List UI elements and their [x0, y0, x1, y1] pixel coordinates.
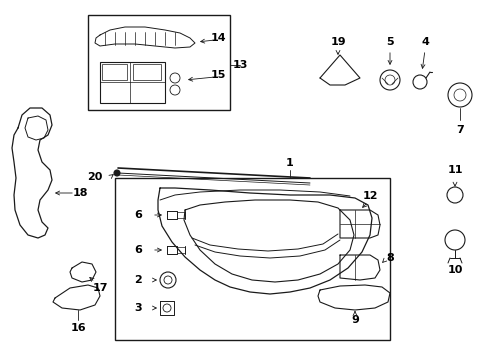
Text: 12: 12 [362, 191, 377, 201]
Bar [102, 64, 127, 80]
Bar [100, 62, 164, 103]
Text: 4: 4 [420, 37, 428, 47]
Text: 9: 9 [350, 315, 358, 325]
Text: 16: 16 [70, 323, 85, 333]
Text: 5: 5 [386, 37, 393, 47]
Text: 10: 10 [447, 265, 462, 275]
Text: 13: 13 [232, 60, 247, 70]
Text: 1: 1 [285, 158, 293, 168]
Text: 7: 7 [455, 125, 463, 135]
Text: 6: 6 [134, 245, 142, 255]
Text: 17: 17 [92, 283, 107, 293]
Text: 2: 2 [134, 275, 142, 285]
Bar [115, 178, 389, 340]
Text: 6: 6 [134, 210, 142, 220]
Bar [133, 64, 161, 80]
Text: 11: 11 [447, 165, 462, 175]
Text: 8: 8 [386, 253, 393, 263]
Text: 14: 14 [210, 33, 225, 43]
Bar [88, 15, 229, 110]
Text: 18: 18 [72, 188, 87, 198]
Text: 20: 20 [87, 172, 102, 182]
Text: 3: 3 [134, 303, 142, 313]
Text: 19: 19 [329, 37, 345, 47]
Circle shape [114, 170, 120, 176]
Text: 15: 15 [210, 70, 225, 80]
